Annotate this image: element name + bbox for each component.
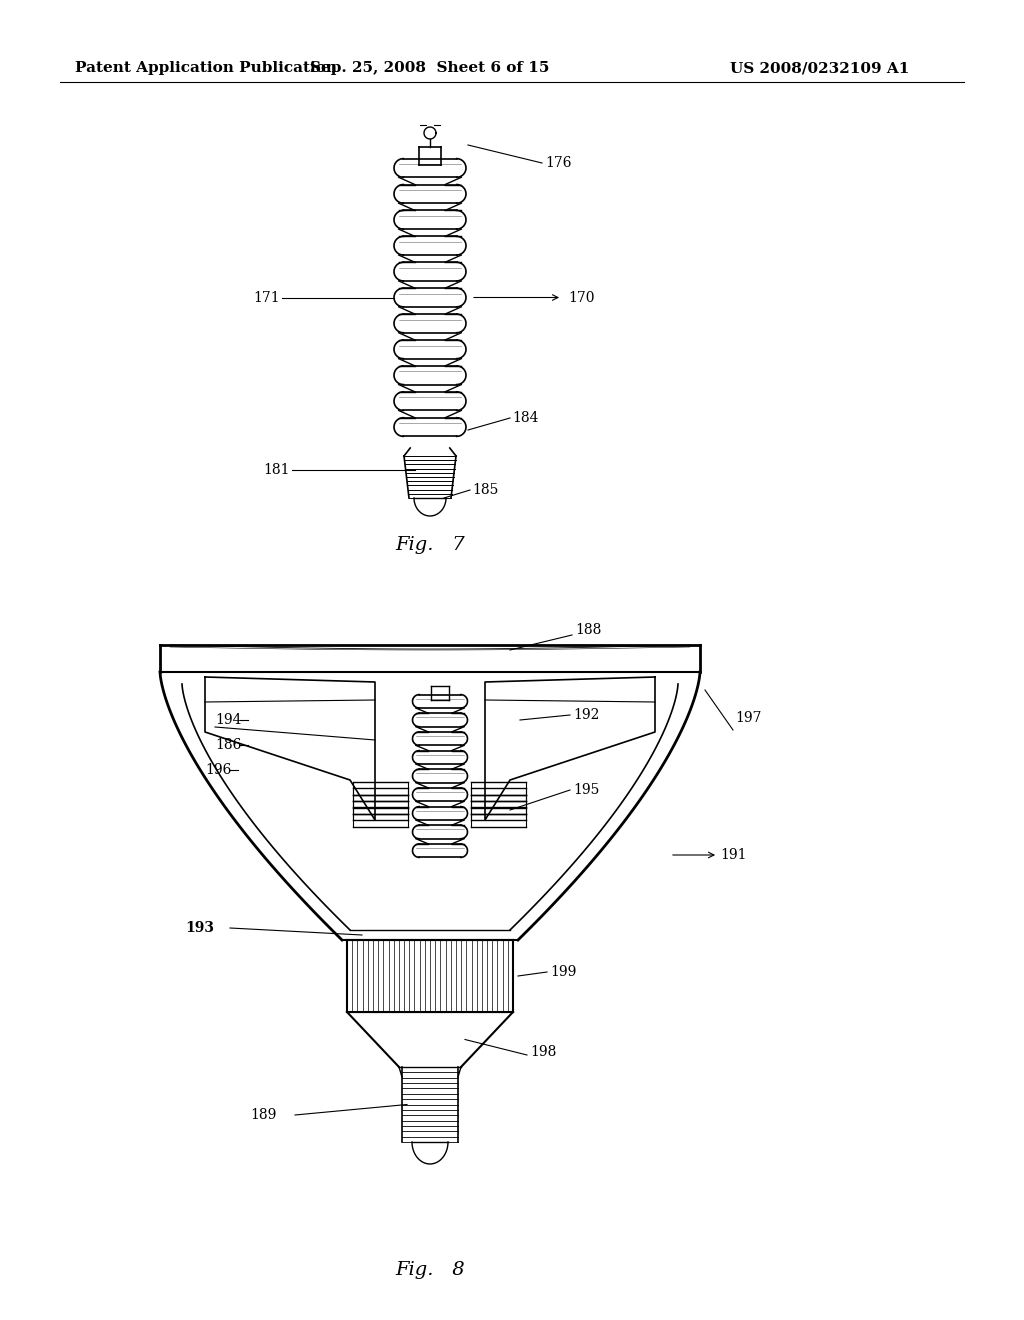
Text: 170: 170 xyxy=(568,290,595,305)
Text: 171: 171 xyxy=(253,290,280,305)
Text: US 2008/0232109 A1: US 2008/0232109 A1 xyxy=(730,61,909,75)
Text: 189: 189 xyxy=(250,1107,276,1122)
Text: 192: 192 xyxy=(573,708,599,722)
Text: 196: 196 xyxy=(205,763,231,777)
Text: Sep. 25, 2008  Sheet 6 of 15: Sep. 25, 2008 Sheet 6 of 15 xyxy=(310,61,550,75)
Text: 181: 181 xyxy=(263,463,290,477)
Text: 199: 199 xyxy=(550,965,577,979)
Text: Fig.   7: Fig. 7 xyxy=(395,536,465,554)
Text: 195: 195 xyxy=(573,783,599,797)
Text: 176: 176 xyxy=(545,156,571,170)
Text: 191: 191 xyxy=(720,847,746,862)
Text: 185: 185 xyxy=(472,483,499,498)
Text: 193: 193 xyxy=(185,921,214,935)
Text: 198: 198 xyxy=(530,1045,556,1059)
Text: Patent Application Publication: Patent Application Publication xyxy=(75,61,337,75)
Text: Fig.   8: Fig. 8 xyxy=(395,1261,465,1279)
Text: 186: 186 xyxy=(215,738,242,752)
Text: 184: 184 xyxy=(512,411,539,425)
Text: 197: 197 xyxy=(735,711,762,725)
Text: 194: 194 xyxy=(215,713,242,727)
Text: 188: 188 xyxy=(575,623,601,638)
